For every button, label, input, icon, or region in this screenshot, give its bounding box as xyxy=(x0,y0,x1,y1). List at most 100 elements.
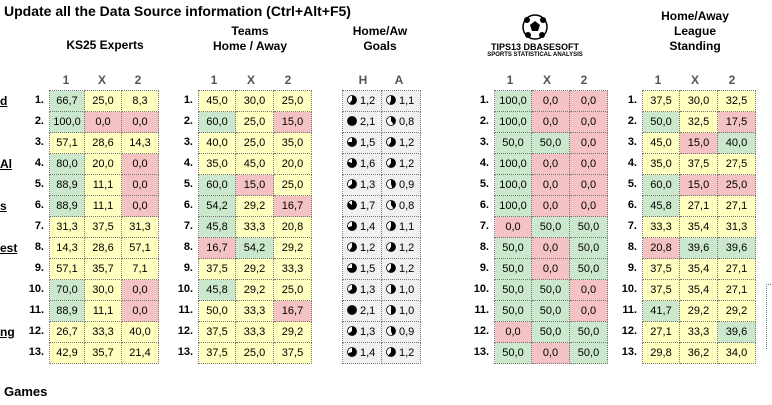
goals-cell[interactable]: 1,7 xyxy=(342,195,382,217)
league-cell[interactable]: 34,0 xyxy=(717,342,756,364)
league-cell[interactable]: 15,0 xyxy=(679,132,718,154)
side-label[interactable]: d xyxy=(0,94,8,108)
league-cell[interactable]: 29,8 xyxy=(642,342,680,364)
teams-cell[interactable]: 45,8 xyxy=(198,279,236,301)
experts-cell[interactable]: 33,3 xyxy=(84,321,122,343)
goals-cell[interactable]: 1,4 xyxy=(342,216,382,238)
experts-cell[interactable]: 88,9 xyxy=(49,195,85,217)
goals-cell[interactable]: 1,2 xyxy=(342,237,382,259)
teams-cell[interactable]: 37,5 xyxy=(198,321,236,343)
experts-cell[interactable]: 100,0 xyxy=(49,111,85,133)
teams-cell[interactable]: 35,0 xyxy=(198,153,236,175)
league-cell[interactable]: 60,0 xyxy=(642,174,680,196)
tips-cell[interactable]: 0,0 xyxy=(531,342,570,364)
experts-cell[interactable]: 0,0 xyxy=(121,111,159,133)
teams-cell[interactable]: 60,0 xyxy=(198,111,236,133)
goals-cell[interactable]: 2,1 xyxy=(342,300,382,322)
tips-cell[interactable]: 50,0 xyxy=(531,300,570,322)
league-cell[interactable]: 27,1 xyxy=(717,279,756,301)
tips-cell[interactable]: 50,0 xyxy=(494,258,532,280)
experts-cell[interactable]: 88,9 xyxy=(49,300,85,322)
tips-cell[interactable]: 50,0 xyxy=(494,342,532,364)
goals-cell[interactable]: 1,4 xyxy=(342,342,382,364)
tips-cell[interactable]: 0,0 xyxy=(569,132,608,154)
league-cell[interactable]: 40,0 xyxy=(717,132,756,154)
league-cell[interactable]: 27,5 xyxy=(717,153,756,175)
goals-cell[interactable]: 1,2 xyxy=(381,132,421,154)
tips-cell[interactable]: 0,0 xyxy=(569,195,608,217)
league-cell[interactable]: 29,2 xyxy=(717,300,756,322)
goals-cell[interactable]: 0,8 xyxy=(381,111,421,133)
teams-cell[interactable]: 20,8 xyxy=(273,216,312,238)
tips-cell[interactable]: 0,0 xyxy=(569,300,608,322)
teams-cell[interactable]: 45,8 xyxy=(198,216,236,238)
experts-cell[interactable]: 88,9 xyxy=(49,174,85,196)
league-cell[interactable]: 32,5 xyxy=(717,90,756,112)
league-cell[interactable]: 27,1 xyxy=(717,195,756,217)
experts-cell[interactable]: 70,0 xyxy=(49,279,85,301)
experts-cell[interactable]: 42,9 xyxy=(49,342,85,364)
teams-cell[interactable]: 29,2 xyxy=(273,321,312,343)
tips-cell[interactable]: 50,0 xyxy=(569,342,608,364)
league-cell[interactable]: 41,7 xyxy=(642,300,680,322)
experts-cell[interactable]: 31,3 xyxy=(121,216,159,238)
tips-cell[interactable]: 0,0 xyxy=(494,216,532,238)
league-cell[interactable]: 37,5 xyxy=(642,90,680,112)
league-cell[interactable]: 39,6 xyxy=(717,321,756,343)
page-title[interactable]: Update all the Data Source information (… xyxy=(4,3,351,19)
teams-cell[interactable]: 37,5 xyxy=(273,342,312,364)
experts-cell[interactable]: 11,1 xyxy=(84,300,122,322)
teams-cell[interactable]: 25,0 xyxy=(235,342,274,364)
league-cell[interactable]: 35,4 xyxy=(679,279,718,301)
goals-cell[interactable]: 0,8 xyxy=(381,195,421,217)
experts-cell[interactable]: 21,4 xyxy=(121,342,159,364)
league-cell[interactable]: 50,0 xyxy=(642,111,680,133)
goals-cell[interactable]: 1,2 xyxy=(381,153,421,175)
teams-cell[interactable]: 30,0 xyxy=(235,90,274,112)
teams-cell[interactable]: 16,7 xyxy=(273,195,312,217)
tips-cell[interactable]: 100,0 xyxy=(494,90,532,112)
goals-cell[interactable]: 1,5 xyxy=(342,258,382,280)
tips-cell[interactable]: 50,0 xyxy=(531,321,570,343)
goals-cell[interactable]: 1,0 xyxy=(381,300,421,322)
league-cell[interactable]: 17,5 xyxy=(717,111,756,133)
goals-cell[interactable]: 1,2 xyxy=(381,237,421,259)
experts-cell[interactable]: 7,1 xyxy=(121,258,159,280)
experts-cell[interactable]: 14,3 xyxy=(49,237,85,259)
experts-cell[interactable]: 0,0 xyxy=(121,195,159,217)
league-cell[interactable]: 25,0 xyxy=(717,174,756,196)
goals-cell[interactable]: 0,9 xyxy=(381,321,421,343)
goals-cell[interactable]: 1,5 xyxy=(342,132,382,154)
experts-cell[interactable]: 26,7 xyxy=(49,321,85,343)
goals-cell[interactable]: 1,2 xyxy=(342,90,382,112)
league-cell[interactable]: 27,1 xyxy=(679,195,718,217)
experts-cell[interactable]: 25,0 xyxy=(84,90,122,112)
experts-cell[interactable]: 28,6 xyxy=(84,237,122,259)
teams-cell[interactable]: 40,0 xyxy=(198,132,236,154)
teams-cell[interactable]: 15,0 xyxy=(235,174,274,196)
league-cell[interactable]: 37,5 xyxy=(642,258,680,280)
teams-cell[interactable]: 35,0 xyxy=(273,132,312,154)
tips-cell[interactable]: 0,0 xyxy=(531,258,570,280)
teams-cell[interactable]: 33,3 xyxy=(235,321,274,343)
teams-cell[interactable]: 45,0 xyxy=(198,90,236,112)
experts-cell[interactable]: 0,0 xyxy=(121,153,159,175)
teams-cell[interactable]: 25,0 xyxy=(235,132,274,154)
teams-cell[interactable]: 33,3 xyxy=(235,216,274,238)
tips-cell[interactable]: 50,0 xyxy=(494,132,532,154)
tips-cell[interactable]: 100,0 xyxy=(494,195,532,217)
experts-cell[interactable]: 28,6 xyxy=(84,132,122,154)
league-cell[interactable]: 45,8 xyxy=(642,195,680,217)
experts-cell[interactable]: 40,0 xyxy=(121,321,159,343)
teams-cell[interactable]: 60,0 xyxy=(198,174,236,196)
experts-cell[interactable]: 11,1 xyxy=(84,174,122,196)
tips-cell[interactable]: 50,0 xyxy=(569,258,608,280)
teams-cell[interactable]: 25,0 xyxy=(273,90,312,112)
goals-cell[interactable]: 2,1 xyxy=(342,111,382,133)
experts-cell[interactable]: 57,1 xyxy=(49,132,85,154)
tips-cell[interactable]: 0,0 xyxy=(531,153,570,175)
league-cell[interactable]: 30,0 xyxy=(679,90,718,112)
experts-cell[interactable]: 20,0 xyxy=(84,153,122,175)
tips-cell[interactable]: 0,0 xyxy=(531,237,570,259)
side-label[interactable]: s xyxy=(0,199,7,213)
